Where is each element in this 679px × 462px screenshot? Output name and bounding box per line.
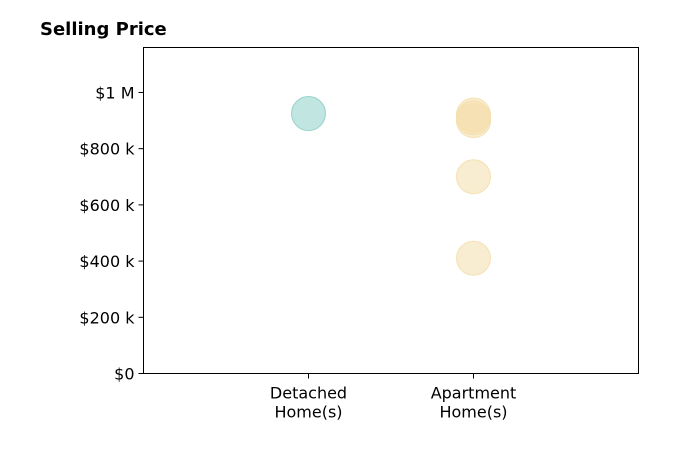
x-tick-label: Detached Home(s) (270, 384, 347, 422)
y-tick-label: $200 k (79, 308, 135, 327)
x-axis: Detached Home(s) Apartment Home(s) (270, 373, 517, 422)
data-point (456, 100, 491, 136)
y-tick-label: $0 (114, 365, 134, 384)
chart-title: Selling Price (40, 19, 167, 40)
y-tick-label: $600 k (79, 196, 135, 215)
y-tick-label: $800 k (79, 140, 135, 159)
data-point (456, 240, 491, 276)
plot-marks (291, 96, 491, 276)
y-tick-label: $400 k (79, 252, 135, 271)
x-tick-label: Apartment Home(s) (431, 384, 517, 422)
data-point (456, 159, 491, 195)
data-point (291, 96, 326, 132)
plot-frame (143, 47, 639, 374)
y-tick-label: $1 M (95, 83, 134, 102)
y-axis: $0 $200 k $400 k $600 k $800 k $1 M (79, 83, 144, 384)
